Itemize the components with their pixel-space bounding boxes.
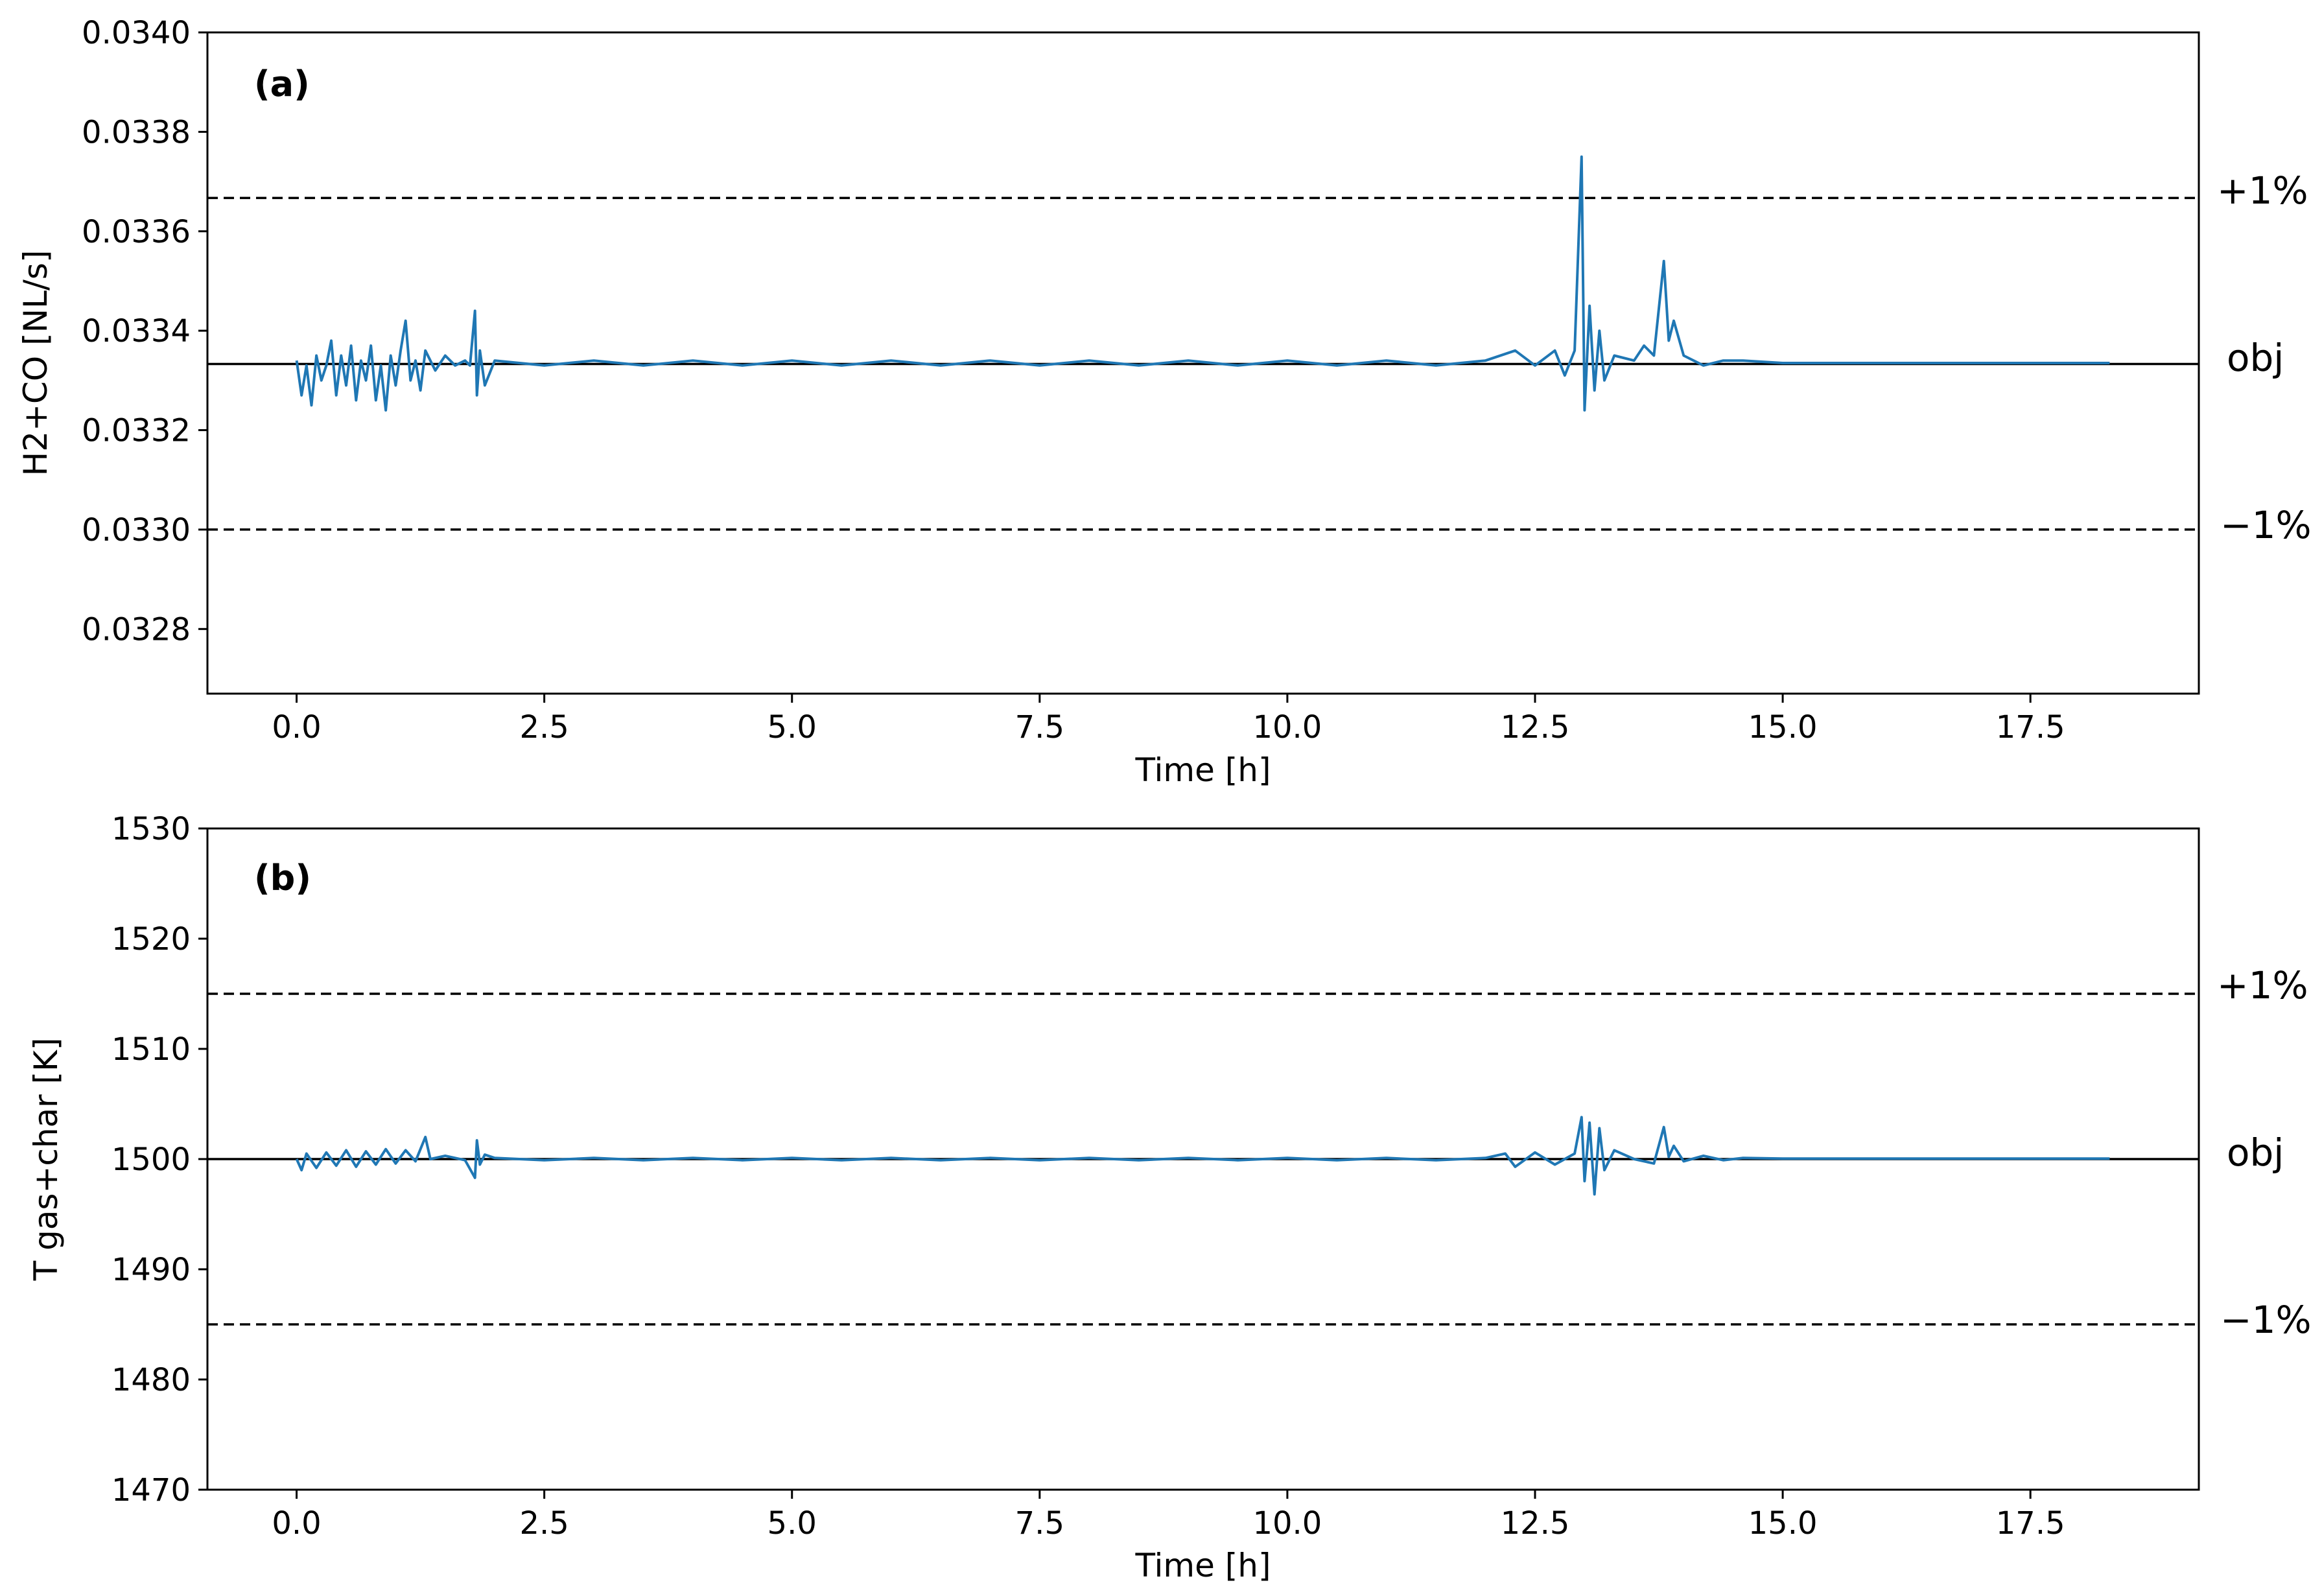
x-tick-label-b: 0.0 [272,1505,321,1542]
x-tick-label-a: 7.5 [1015,709,1064,745]
series-line-a-0 [295,155,2110,412]
x-tick-label-b: 17.5 [1996,1505,2065,1542]
x-axis-label-b: Time [h] [1135,1547,1271,1584]
x-tick-label-a: 0.0 [272,709,321,745]
y-tick-label-a: 0.0336 [82,214,191,250]
y-tick-label-b: 1470 [111,1472,191,1508]
y-tick-label-b: 1510 [111,1031,191,1068]
x-tick-label-a: 12.5 [1501,709,1570,745]
chart-panel-b: 0.0 2.5 5.0 7.5 10.0 12.5 15.0 17.5 1470 1480 149… [27,811,2312,1584]
x-axis-ticks-b: 0.0 2.5 5.0 7.5 10.0 12.5 15.0 17.5 [272,1490,2065,1542]
x-axis-label-a: Time [h] [1135,751,1271,789]
series-group-a [295,155,2110,412]
lower-band-label-b: −1% [2220,1298,2312,1342]
y-tick-label-a: 0.0330 [82,512,191,548]
x-tick-label-a: 15.0 [1748,709,1818,745]
x-tick-label-b: 2.5 [519,1505,569,1542]
chart-panel-a: 0.0 2.5 5.0 7.5 10.0 12.5 15.0 17.5 0.0328 0.033… [17,15,2312,789]
x-tick-label-a: 10.0 [1252,709,1322,745]
upper-band-label-a: +1% [2217,169,2308,213]
y-tick-label-b: 1490 [111,1252,191,1288]
x-tick-label-b: 5.0 [768,1505,817,1542]
objective-label-b: obj [2227,1131,2284,1175]
y-axis-label-a: H2+CO [NL/s] [17,250,54,476]
panel-label-b: (b) [254,858,311,898]
x-tick-label-a: 2.5 [519,709,569,745]
lower-band-label-a: −1% [2220,503,2312,547]
x-tick-label-b: 10.0 [1252,1505,1322,1542]
x-axis-ticks-a: 0.0 2.5 5.0 7.5 10.0 12.5 15.0 17.5 [272,694,2065,745]
objective-label-a: obj [2227,336,2284,380]
y-tick-label-a: 0.0328 [82,611,191,648]
series-line-b-0 [295,1116,2110,1196]
y-axis-ticks-b: 1470 1480 1490 1500 1510 1520 1530 [111,811,207,1508]
series-group-b [295,1116,2110,1196]
x-tick-label-a: 17.5 [1996,709,2065,745]
y-tick-label-a: 0.0332 [82,413,191,449]
x-tick-label-b: 12.5 [1501,1505,1570,1542]
x-tick-label-a: 5.0 [768,709,817,745]
y-axis-label-b: T gas+char [K] [27,1038,65,1282]
x-tick-label-b: 15.0 [1748,1505,1818,1542]
y-tick-label-b: 1530 [111,811,191,847]
y-tick-label-a: 0.0340 [82,15,191,51]
upper-band-label-b: +1% [2217,963,2308,1007]
x-tick-label-b: 7.5 [1015,1505,1064,1542]
y-tick-label-b: 1480 [111,1362,191,1398]
y-tick-label-a: 0.0334 [82,313,191,349]
panel-label-a: (a) [254,64,310,104]
y-axis-ticks-a: 0.0328 0.0330 0.0332 0.0334 0.0336 0.0338 0.03… [82,15,207,648]
y-tick-label-a: 0.0338 [82,114,191,150]
y-tick-label-b: 1520 [111,921,191,957]
y-tick-label-b: 1500 [111,1142,191,1178]
